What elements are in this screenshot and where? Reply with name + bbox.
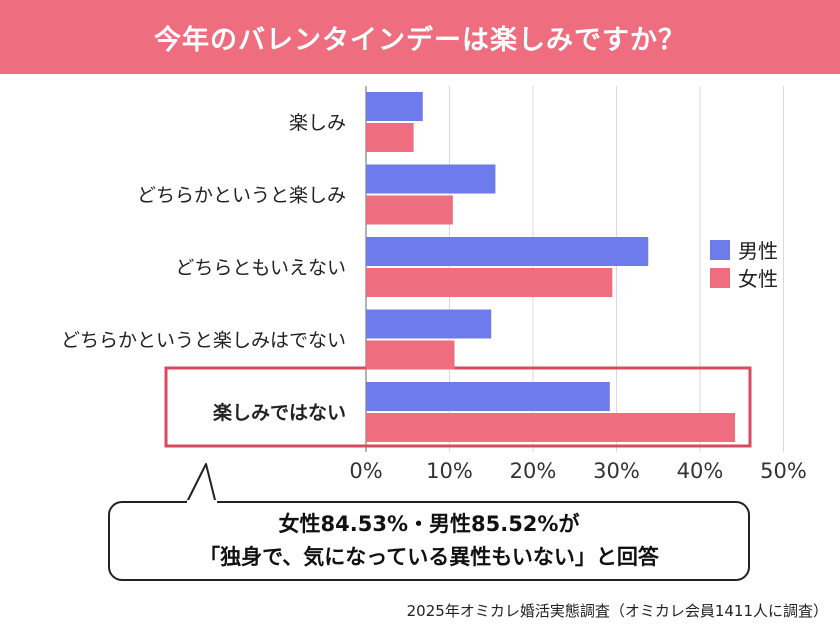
bar-female — [366, 195, 453, 225]
highlight-box-group — [164, 366, 752, 448]
x-tick-label: 10% — [426, 459, 473, 483]
bar-female — [366, 340, 455, 370]
bars — [366, 92, 736, 442]
category-label: どちらかというと楽しみはでない — [61, 330, 346, 352]
x-tick-label: 30% — [593, 459, 640, 483]
bar-chart: 楽しみどちらかというと楽しみどちらともいえないどちらかというと楽しみはでない楽し… — [61, 86, 807, 483]
category-labels: 楽しみどちらかというと楽しみどちらともいえないどちらかというと楽しみはでない楽し… — [61, 112, 346, 424]
highlight-box — [164, 366, 752, 448]
x-tick-label: 0% — [349, 459, 382, 483]
source-footer: 2025年オミカレ婚活実態調査（オミカレ会員1411人に調査） — [406, 602, 828, 620]
bar-male — [366, 237, 649, 266]
x-tick-label: 40% — [677, 459, 724, 483]
legend-label-male: 男性 — [738, 239, 778, 263]
bar-female — [366, 123, 414, 152]
callout-line-1: 女性84.53%・男性85.52%が — [278, 512, 580, 536]
callout-tail — [185, 463, 217, 505]
x-tick-label: 20% — [510, 459, 557, 483]
legend-label-female: 女性 — [738, 267, 778, 291]
legend-swatch-female — [710, 268, 730, 288]
category-label: 楽しみではない — [213, 401, 346, 424]
category-label: どちらともいえない — [175, 257, 346, 279]
callout-line-2: 「独身で、気になっている異性もいない」と回答 — [199, 545, 659, 569]
x-tick-label: 50% — [760, 459, 807, 483]
category-label: 楽しみ — [289, 112, 346, 134]
bar-female — [366, 268, 613, 297]
callout-box: 女性84.53%・男性85.52%が 「独身で、気になっている異性もいない」と回… — [108, 501, 750, 581]
x-axis-tick-labels: 0% 10% 20% 30% 40% 50% — [349, 459, 807, 483]
bar-male — [366, 382, 610, 411]
bar-male — [366, 164, 496, 194]
bar-female — [366, 413, 736, 442]
legend-swatch-male — [710, 240, 730, 260]
bar-male — [366, 309, 492, 339]
chart-title: 今年のバレンタインデーは楽しみですか？ — [0, 0, 840, 74]
bar-male — [366, 92, 423, 121]
category-label: どちらかというと楽しみ — [137, 185, 346, 207]
